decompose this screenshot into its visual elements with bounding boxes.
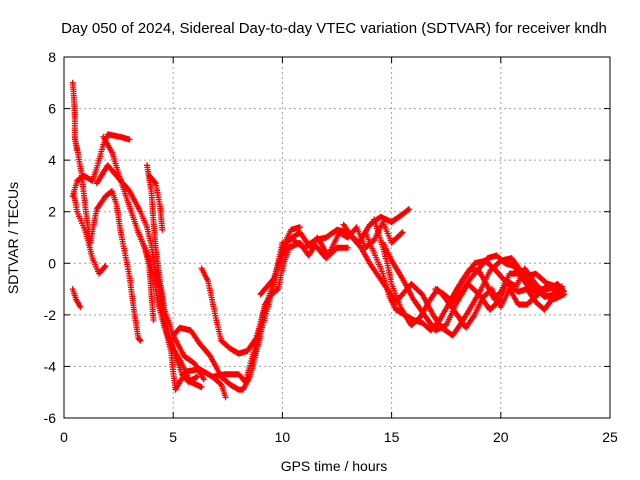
series-markers <box>100 133 205 391</box>
y-tick-label: -6 <box>44 410 57 426</box>
series-s2 <box>69 286 84 311</box>
series-s5 <box>71 133 144 344</box>
y-tick-label: -4 <box>44 358 57 374</box>
plot-frame <box>63 56 611 419</box>
series-markers <box>257 219 406 298</box>
series-markers <box>146 172 166 233</box>
y-tick-label: 6 <box>48 101 56 117</box>
x-tick-label: 10 <box>275 429 291 445</box>
series-s15 <box>257 219 406 298</box>
series-s10 <box>135 229 157 323</box>
data-points <box>69 79 568 401</box>
x-axis-label: GPS time / hours <box>281 458 388 474</box>
y-tick-label: -2 <box>44 307 57 323</box>
y-tick-label: 4 <box>48 152 56 168</box>
series-s9 <box>146 172 166 233</box>
y-tick-label: 0 <box>48 255 56 271</box>
series-markers <box>290 206 413 251</box>
series-markers <box>449 265 565 303</box>
series-markers <box>69 286 84 311</box>
y-axis-label: SDTVAR / TECUs <box>5 182 21 294</box>
y-tick-label: 2 <box>48 204 56 220</box>
series-s7 <box>100 133 205 391</box>
x-tick-label: 15 <box>384 429 400 445</box>
series-markers <box>71 133 144 344</box>
x-tick-label: 20 <box>493 429 509 445</box>
x-tick-label: 0 <box>60 429 68 445</box>
chart-title: Day 050 of 2024, Sidereal Day-to-day VTE… <box>61 20 607 37</box>
x-tick-label: 5 <box>169 429 177 445</box>
series-s22 <box>449 265 565 303</box>
series-markers <box>135 229 157 323</box>
x-tick-label: 25 <box>602 429 618 445</box>
y-tick-label: 8 <box>48 49 56 65</box>
series-s11 <box>152 268 229 401</box>
series-s16 <box>290 206 413 251</box>
series-markers <box>152 268 229 401</box>
axes: 0 5 10 15 20 25 -6 -4 -2 0 2 4 6 8 <box>44 49 618 445</box>
